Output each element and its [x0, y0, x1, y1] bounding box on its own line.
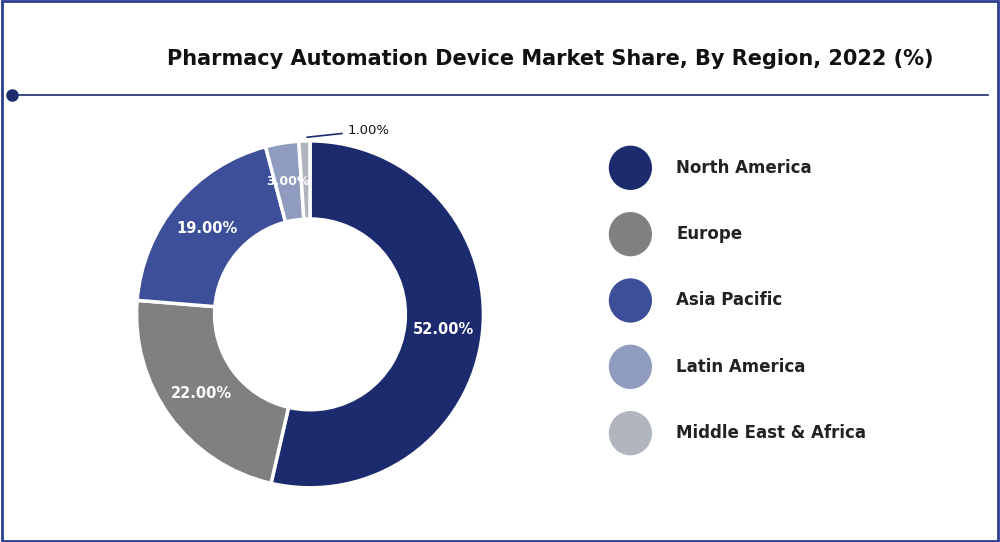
Wedge shape — [299, 141, 310, 219]
Text: 22.00%: 22.00% — [171, 386, 232, 401]
Text: North America: North America — [676, 159, 812, 177]
Wedge shape — [137, 300, 289, 483]
Text: 1.00%: 1.00% — [307, 124, 390, 137]
Text: 19.00%: 19.00% — [176, 221, 238, 236]
Text: RESEARCH: RESEARCH — [33, 70, 91, 81]
Text: Latin America: Latin America — [676, 358, 805, 376]
Wedge shape — [137, 147, 286, 307]
Wedge shape — [271, 141, 483, 488]
Text: Europe: Europe — [676, 225, 742, 243]
Text: 3.00%: 3.00% — [267, 175, 310, 188]
Circle shape — [610, 212, 651, 256]
Text: Asia Pacific: Asia Pacific — [676, 292, 782, 309]
Text: Middle East & Africa: Middle East & Africa — [676, 424, 866, 442]
Text: Pharmacy Automation Device Market Share, By Region, 2022 (%): Pharmacy Automation Device Market Share,… — [167, 49, 933, 69]
Circle shape — [610, 279, 651, 322]
Text: 52.00%: 52.00% — [413, 322, 474, 337]
Circle shape — [610, 345, 651, 388]
Text: PRECEDENCE: PRECEDENCE — [26, 30, 98, 41]
Circle shape — [610, 412, 651, 455]
Wedge shape — [266, 141, 304, 222]
Circle shape — [610, 146, 651, 189]
